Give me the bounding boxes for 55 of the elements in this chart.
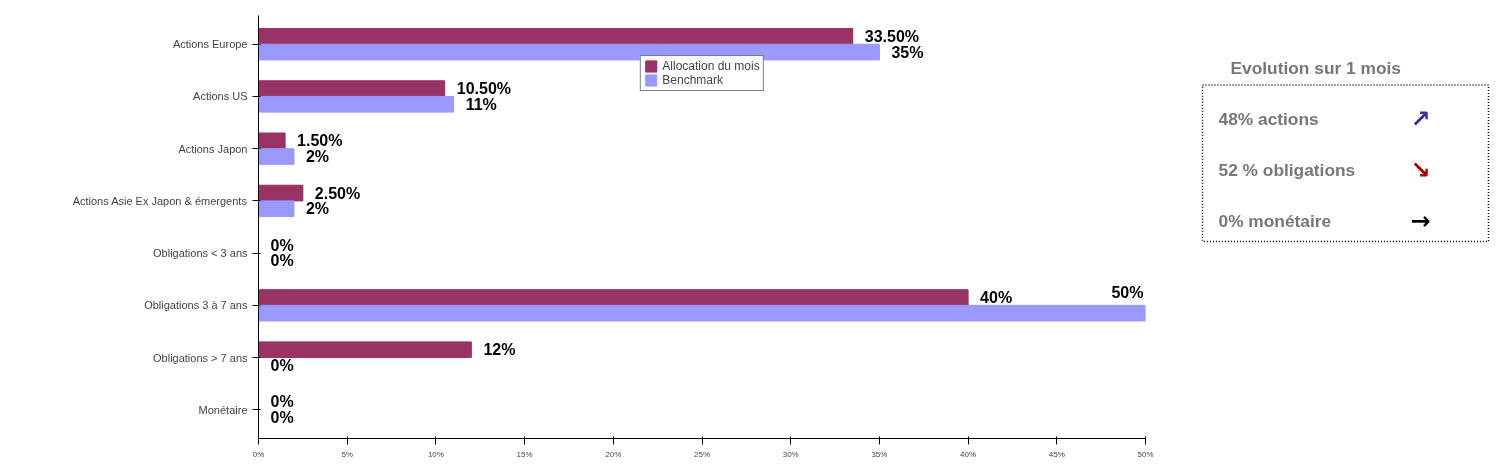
bar: [258, 200, 295, 218]
data-label: 10.50%: [456, 80, 512, 98]
bar: [258, 289, 969, 306]
x-tick-label: 35%: [871, 449, 888, 459]
x-tick-label: 5%: [341, 449, 353, 459]
bar: [258, 43, 880, 61]
y-tick-label: Actions Europe: [172, 38, 248, 51]
x-tick-label: 45%: [1048, 449, 1065, 459]
y-tick-label: Actions US: [193, 90, 248, 103]
x-tick-label: 20%: [605, 449, 622, 459]
text: Evolution sur 1 mois: [1230, 57, 1401, 78]
data-label: 0%: [270, 356, 294, 374]
bar: [258, 184, 304, 202]
data-label: 2.50%: [314, 184, 361, 202]
bar: [258, 341, 472, 359]
data-label: 11%: [465, 95, 497, 113]
text: 52 % obligations: [1218, 160, 1356, 181]
data-label: 50%: [1111, 284, 1144, 302]
y-tick-label: Obligations < 3 ans: [153, 247, 248, 260]
x-tick-label: 30%: [782, 449, 799, 459]
data-label: 0%: [270, 409, 294, 427]
data-label: 2%: [305, 148, 330, 165]
bar: [258, 28, 854, 45]
text: 0% monétaire: [1218, 210, 1332, 231]
y-tick-label: Obligations 3 à 7 ans: [144, 299, 248, 312]
data-label: 35%: [891, 43, 924, 61]
data-label: 33.50%: [864, 27, 920, 45]
x-tick-label: 10%: [427, 449, 444, 459]
bar: [258, 132, 286, 150]
x-tick-label: 40%: [960, 449, 977, 459]
bar: [258, 148, 295, 165]
text: ↗: [1410, 105, 1431, 134]
text: 48% actions: [1218, 109, 1319, 130]
data-label: 1.50%: [297, 132, 343, 150]
text: ↘: [1410, 156, 1431, 185]
data-label: 40%: [980, 289, 1013, 306]
x-tick-label: 50%: [1137, 449, 1154, 459]
y-tick-label: Actions Asie Ex Japon & émergents: [72, 194, 248, 207]
bar: [258, 95, 455, 113]
legend-label: Allocation du mois: [662, 59, 760, 73]
data-label: 0%: [270, 236, 294, 254]
bar: [258, 80, 446, 97]
y-tick-label: Monétaire: [198, 403, 248, 416]
x-tick-label: 25%: [693, 449, 711, 459]
y-tick-label: Obligations > 7 ans: [153, 351, 248, 364]
data-label: 12%: [483, 341, 516, 359]
text: →: [1410, 206, 1431, 235]
y-tick-label: Actions Japon: [178, 142, 248, 155]
data-label: 0%: [270, 252, 294, 270]
bar: [258, 304, 1146, 322]
data-label: 0%: [270, 393, 294, 411]
legend-label: Benchmark: [662, 73, 724, 87]
data-label: 2%: [305, 200, 330, 218]
x-tick-label: 15%: [516, 449, 533, 459]
x-tick-label: 0%: [252, 449, 265, 459]
